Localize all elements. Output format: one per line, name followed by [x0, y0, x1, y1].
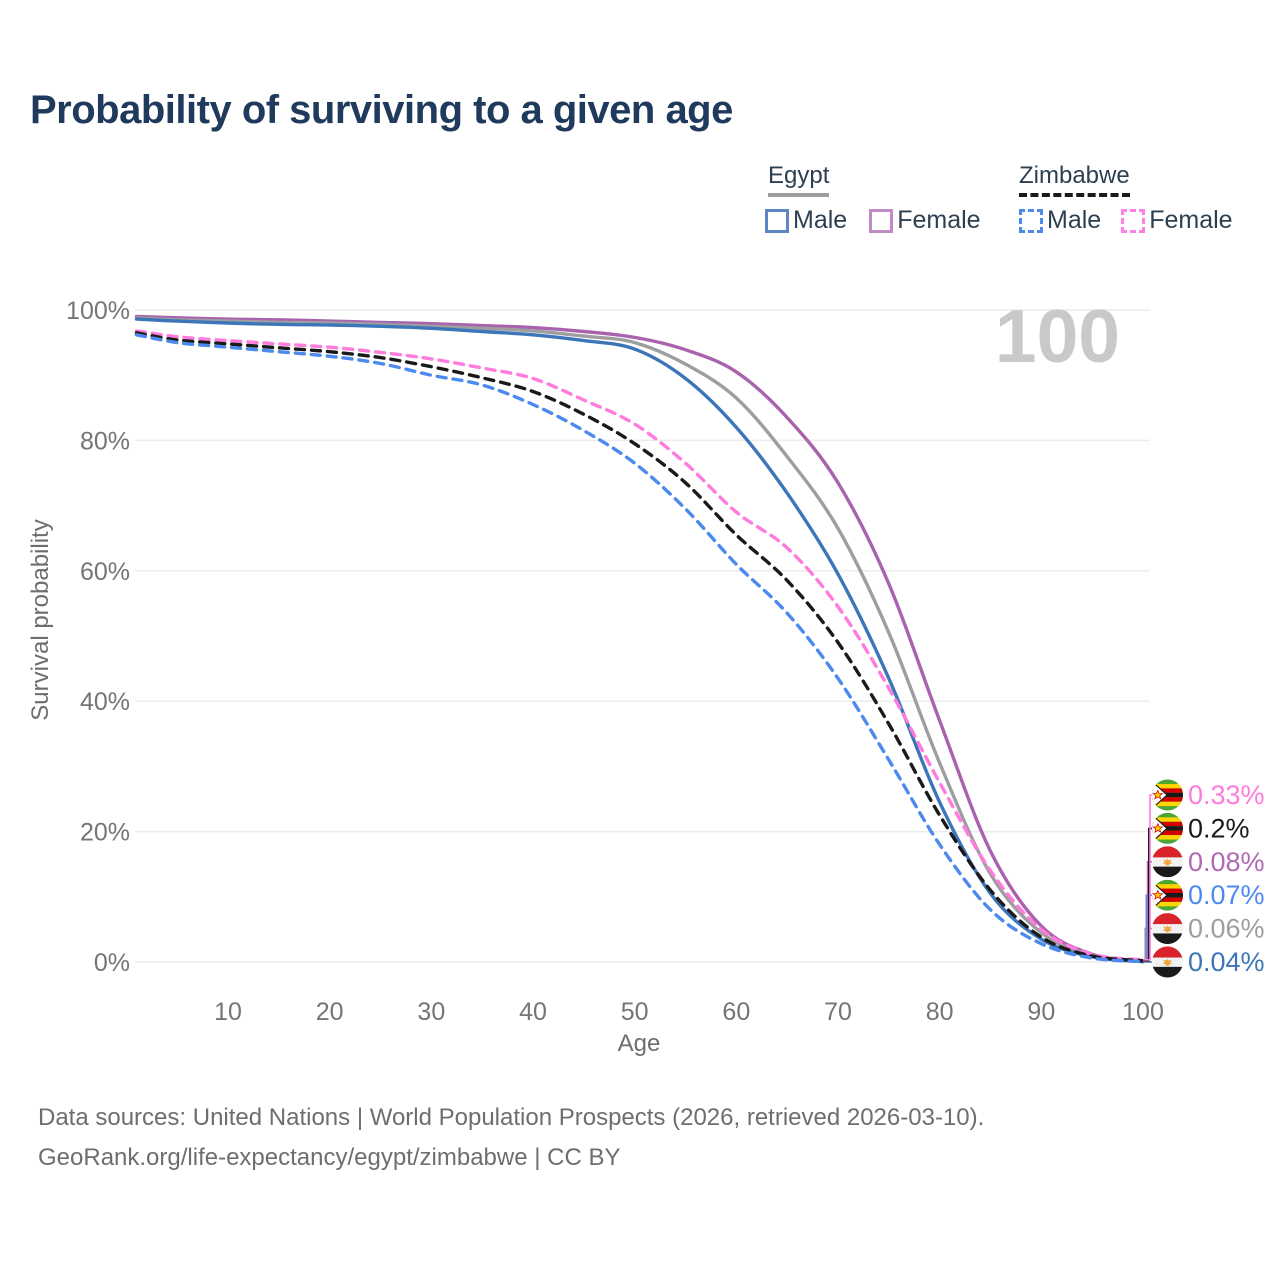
curve-egypt-female[interactable] [134, 314, 1145, 964]
x-tick-100: 100 [1122, 998, 1164, 1026]
y-tick-100%: 100% [66, 297, 130, 325]
legend-item-zimbabwe-female[interactable]: Female [1121, 206, 1233, 235]
age-counter-value: 100 [995, 294, 1120, 378]
end-value-zimbabwe-both-sexes: 0.2% [1188, 813, 1250, 843]
end-value-egypt-male: 0.04% [1188, 947, 1265, 977]
legend-item-egypt-female-label: Female [897, 206, 981, 234]
axis-labels: 0% 20% 40% 60% 80% 100% 10 20 30 40 50 60 70 80 90 100 A… [27, 297, 1164, 1057]
legend-item-zimbabwe-male-label: Male [1047, 206, 1102, 234]
y-axis-title: Survival probability [27, 519, 54, 720]
footer: Data sources: United Nations | World Pop… [38, 1098, 984, 1178]
egypt-flag-icon [1152, 947, 1183, 978]
legend-item-egypt-male-label: Male [793, 206, 848, 234]
y-tick-40%: 40% [80, 688, 130, 716]
x-tick-50: 50 [621, 998, 649, 1026]
legend-item-zimbabwe-male[interactable]: Male [1019, 206, 1101, 235]
x-tick-60: 60 [722, 998, 750, 1026]
end-value-zimbabwe-female: 0.33% [1188, 780, 1265, 810]
x-tick-80: 80 [926, 998, 954, 1026]
x-axis-title: Age [618, 1030, 661, 1057]
curve-zimbabwe-both[interactable] [134, 331, 1145, 963]
end-value-egypt-both-sexes: 0.06% [1188, 914, 1265, 944]
y-tick-60%: 60% [80, 558, 130, 586]
curve-egypt-both[interactable] [134, 316, 1145, 964]
end-value-zimbabwe-male: 0.07% [1188, 880, 1265, 910]
x-tick-40: 40 [519, 998, 547, 1026]
zimbabwe-flag-icon [1151, 880, 1183, 911]
end-value-egypt-female: 0.08% [1188, 847, 1265, 877]
x-tick-20: 20 [316, 998, 344, 1026]
egypt-flag-icon [1152, 913, 1183, 944]
zimbabwe-female-swatch-icon[interactable] [1121, 208, 1146, 233]
curve-egypt-male[interactable] [134, 317, 1145, 964]
legend-item-egypt-female[interactable]: Female [869, 206, 981, 235]
y-tick-0%: 0% [94, 949, 130, 977]
legend-row-zimbabwe: Male Female [1019, 206, 1233, 235]
zimbabwe-male-swatch-icon[interactable] [1019, 208, 1043, 233]
legend-group-zimbabwe: Zimbabwe [1019, 162, 1130, 197]
legend-group-egypt-label: Egypt [768, 162, 830, 189]
zimbabwe-flag-icon [1151, 813, 1183, 844]
legend-group-egypt: Egypt [768, 162, 830, 197]
y-tick-80%: 80% [80, 427, 130, 455]
legend-item-zimbabwe-female-label: Female [1149, 206, 1233, 234]
page-title: Probability of surviving to a given age [30, 88, 733, 132]
curve-zimbabwe-male[interactable] [134, 333, 1145, 964]
egypt-male-swatch-icon[interactable] [765, 208, 789, 233]
connector-zimbabwe-female [1143, 794, 1152, 961]
end-value-labels: 0.04%0.06% 0.07%0.08% 0.2%0.33% [1143, 780, 1265, 978]
curve-zimbabwe-female[interactable] [134, 329, 1145, 962]
age-counter-watermark: 100 [995, 294, 1120, 378]
zimbabwe-flag-icon [1151, 780, 1183, 811]
footer-attribution-link: GeoRank.org/life-expectancy/egypt/zimbab… [38, 1144, 621, 1171]
legend-item-egypt-male[interactable]: Male [765, 206, 847, 235]
footer-data-sources: Data sources: United Nations | World Pop… [38, 1104, 985, 1131]
egypt-flag-icon [1152, 846, 1183, 877]
survival-curves [134, 314, 1145, 964]
x-tick-10: 10 [214, 998, 242, 1026]
x-tick-30: 30 [417, 998, 445, 1026]
x-tick-70: 70 [824, 998, 852, 1026]
x-tick-90: 90 [1027, 998, 1055, 1026]
legend-group-zimbabwe-label: Zimbabwe [1019, 162, 1130, 189]
egypt-female-swatch-icon[interactable] [869, 208, 894, 233]
y-tick-20%: 20% [80, 819, 130, 847]
legend-row-egypt: Male Female [765, 206, 981, 235]
